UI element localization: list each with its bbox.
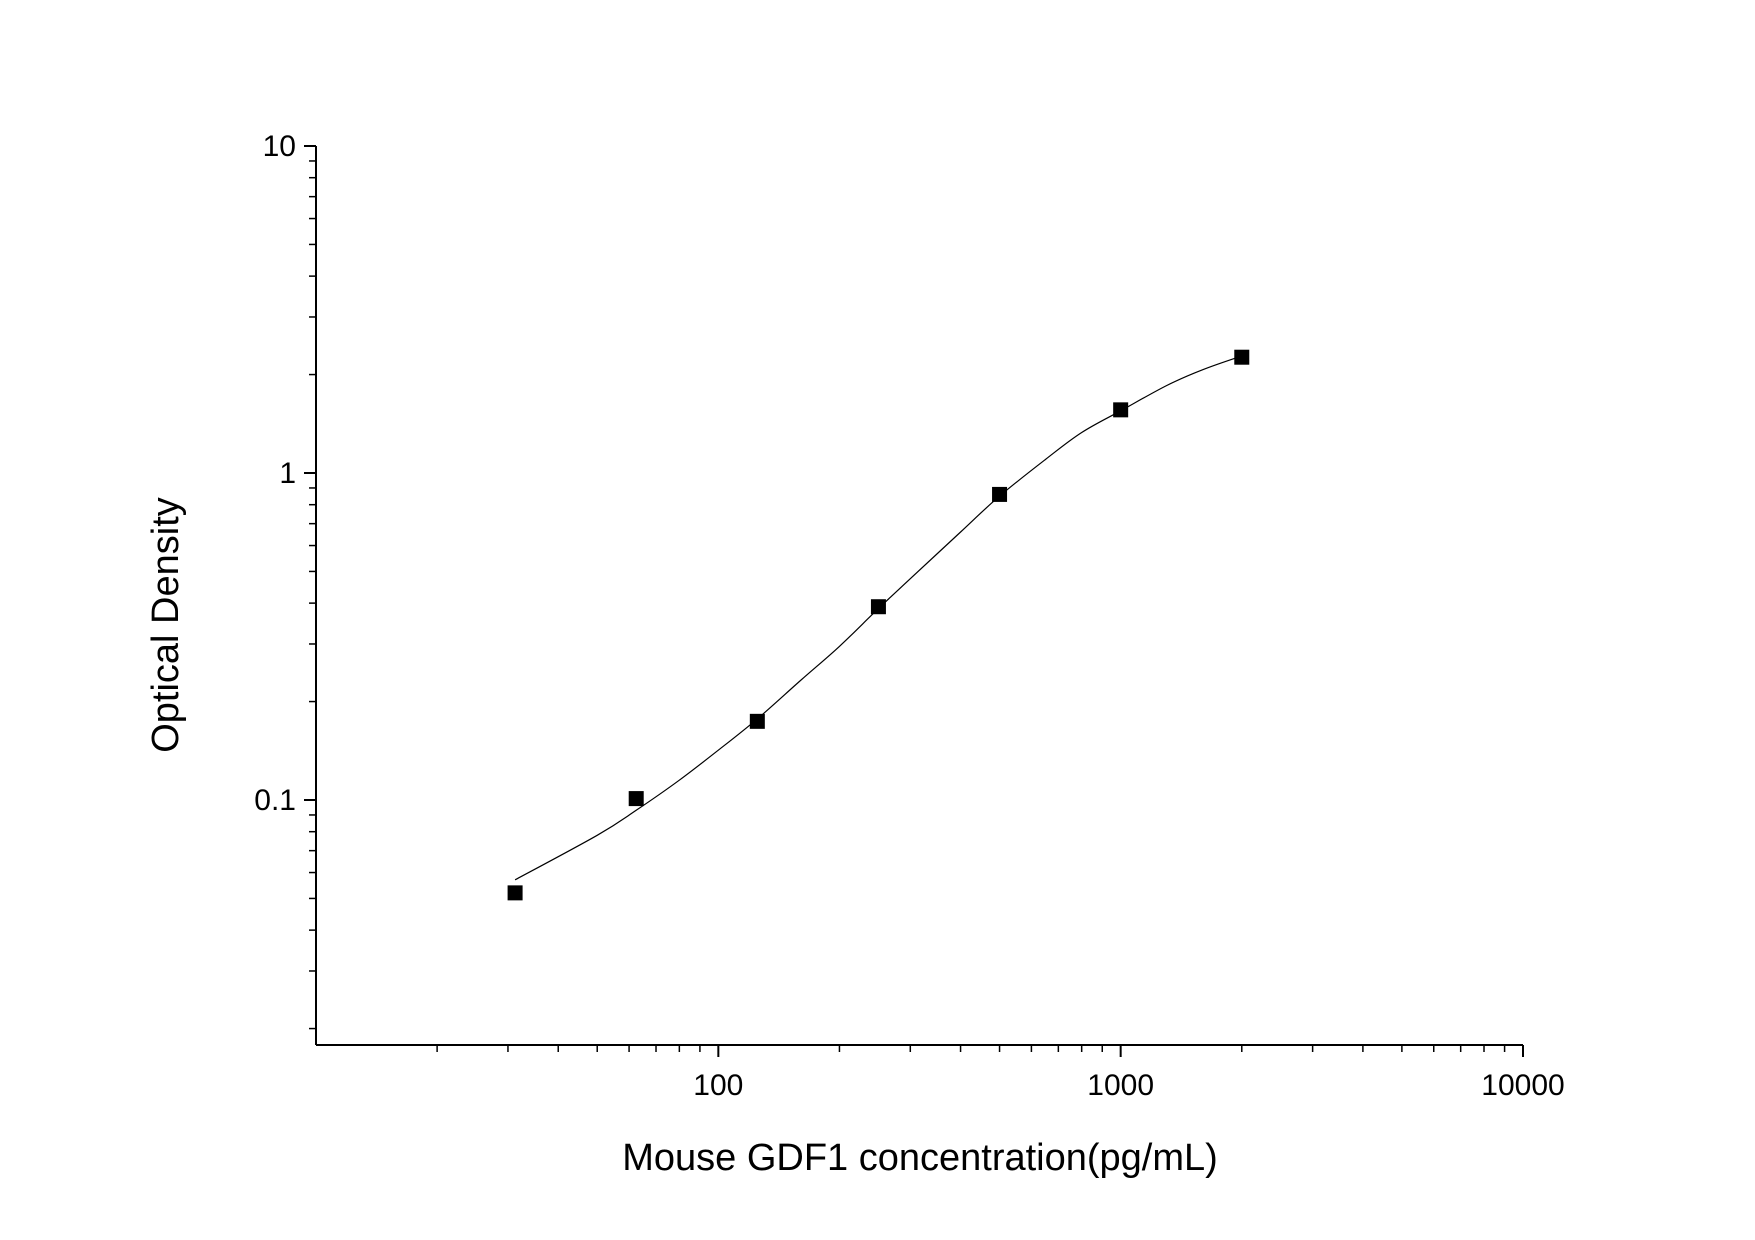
data-point [992,486,1008,502]
plot-area: 10 1 0.1 100 1000 10000 [254,130,1564,1102]
y-tick-label: 0.1 [254,784,296,817]
x-tick-label: 100 [693,1069,743,1102]
x-axis-title: Mouse GDF1 concentration(pg/mL) [622,1137,1218,1179]
fit-curve [514,355,1242,881]
data-points-layer [507,349,1250,901]
data-point [870,599,886,615]
y-axis-ticks: 10 1 0.1 [254,130,316,1030]
data-point [1113,402,1129,418]
x-tick-label: 1000 [1087,1069,1154,1102]
y-tick-label: 1 [279,457,296,490]
data-point [749,713,765,729]
y-axis-title: Optical Density [145,497,187,753]
data-point [1234,349,1250,365]
data-point [507,885,523,901]
fit-curve-layer [514,355,1242,881]
x-axis-ticks: 100 1000 10000 [436,1045,1565,1102]
y-tick-label: 10 [263,130,296,163]
data-point [628,791,644,807]
x-tick-label: 10000 [1481,1069,1564,1102]
